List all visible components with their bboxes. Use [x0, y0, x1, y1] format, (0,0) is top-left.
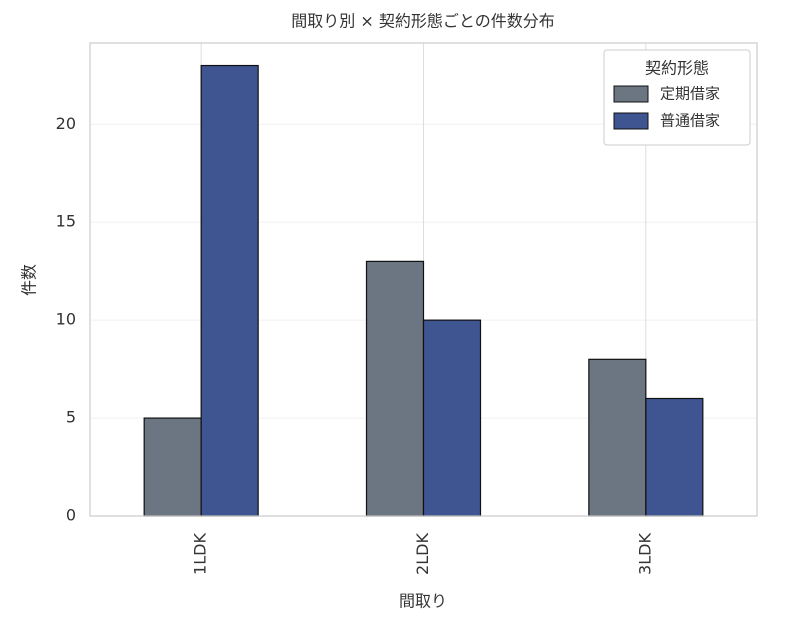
- x-tick-label: 3LDK: [635, 533, 654, 575]
- bar: [200, 64, 259, 517]
- y-axis-label: 件数: [20, 264, 39, 296]
- legend-label: 定期借家: [660, 85, 720, 103]
- chart-title: 間取り別 × 契約形態ごとの件数分布: [291, 12, 554, 31]
- bar: [588, 358, 647, 517]
- y-tick-label: 5: [66, 408, 76, 427]
- bar: [645, 397, 704, 517]
- plot-frame: [89, 42, 758, 517]
- bar: [365, 260, 425, 517]
- bar: [422, 319, 482, 517]
- legend-label: 普通借家: [660, 112, 720, 130]
- x-tick-label: 2LDK: [413, 533, 432, 575]
- bar: [143, 417, 202, 517]
- y-tick-label: 15: [56, 212, 76, 231]
- legend-swatch: [613, 112, 649, 130]
- x-axis-label: 間取り: [399, 592, 447, 611]
- legend-swatch: [613, 85, 649, 103]
- y-tick-label: 20: [56, 114, 76, 133]
- legend-title: 契約形態: [645, 59, 709, 78]
- y-tick-label: 0: [66, 506, 76, 525]
- x-tick-label: 1LDK: [191, 533, 210, 575]
- y-tick-label: 10: [56, 310, 76, 329]
